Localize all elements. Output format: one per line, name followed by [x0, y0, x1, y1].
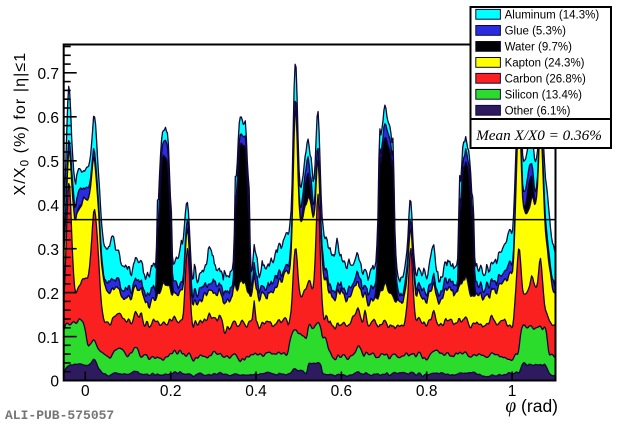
svg-text:0.4: 0.4	[245, 383, 267, 400]
svg-text:0.3: 0.3	[37, 242, 59, 259]
svg-text:X/X0 (%) for |η|≤1: X/X0 (%) for |η|≤1	[12, 52, 32, 196]
svg-text:φ (rad): φ (rad)	[505, 396, 558, 417]
svg-text:0: 0	[50, 374, 59, 391]
svg-text:Aluminum (14.3%): Aluminum (14.3%)	[505, 9, 600, 21]
svg-text:1: 1	[508, 383, 517, 400]
svg-text:0: 0	[81, 383, 90, 400]
svg-text:Water (9.7%): Water (9.7%)	[505, 42, 572, 54]
svg-text:0.8: 0.8	[416, 383, 438, 400]
svg-text:0.1: 0.1	[37, 330, 59, 347]
svg-text:Mean X/X0 = 0.36%: Mean X/X0 = 0.36%	[475, 127, 602, 144]
svg-text:0.5: 0.5	[37, 154, 59, 171]
svg-text:0.2: 0.2	[37, 286, 59, 303]
svg-text:0.2: 0.2	[160, 383, 182, 400]
svg-text:Carbon (26.8%): Carbon (26.8%)	[505, 73, 586, 85]
svg-text:Other (6.1%): Other (6.1%)	[505, 105, 571, 117]
svg-text:0.6: 0.6	[37, 110, 59, 127]
svg-text:0.6: 0.6	[331, 383, 353, 400]
svg-text:0.7: 0.7	[37, 66, 59, 83]
svg-text:0.4: 0.4	[37, 198, 59, 215]
svg-text:Silicon (13.4%): Silicon (13.4%)	[505, 89, 583, 101]
svg-text:Kapton (24.3%): Kapton (24.3%)	[505, 58, 585, 70]
svg-text:Glue (5.3%): Glue (5.3%)	[505, 26, 567, 38]
svg-text:ALI-PUB-575057: ALI-PUB-575057	[5, 408, 114, 423]
